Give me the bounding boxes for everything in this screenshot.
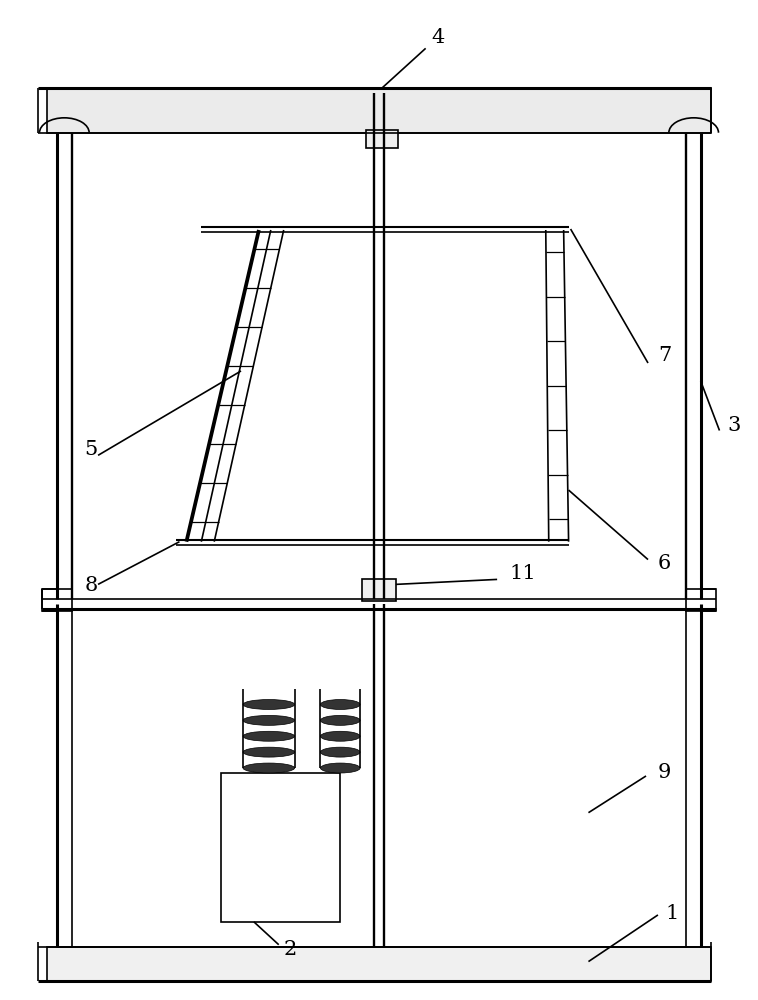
Ellipse shape — [321, 763, 360, 773]
Ellipse shape — [243, 763, 295, 773]
Ellipse shape — [321, 700, 360, 709]
Bar — [366, 130, 398, 148]
Bar — [48, 88, 710, 133]
Text: 8: 8 — [84, 576, 98, 595]
Text: 3: 3 — [728, 416, 741, 435]
Ellipse shape — [321, 747, 360, 757]
Text: 11: 11 — [509, 564, 536, 583]
Ellipse shape — [243, 700, 295, 709]
Text: 1: 1 — [666, 904, 679, 923]
Ellipse shape — [243, 731, 295, 741]
Ellipse shape — [321, 715, 360, 725]
Bar — [686, 589, 716, 611]
Bar — [48, 947, 710, 981]
Bar — [42, 589, 72, 611]
Ellipse shape — [321, 731, 360, 741]
Bar — [362, 579, 396, 601]
Ellipse shape — [243, 715, 295, 725]
Text: 5: 5 — [84, 440, 98, 459]
Text: 9: 9 — [658, 763, 672, 782]
Text: 2: 2 — [283, 940, 297, 959]
Bar — [221, 773, 340, 922]
Text: 6: 6 — [658, 554, 671, 573]
Text: 7: 7 — [658, 346, 671, 365]
Text: 4: 4 — [431, 28, 445, 47]
Ellipse shape — [243, 747, 295, 757]
